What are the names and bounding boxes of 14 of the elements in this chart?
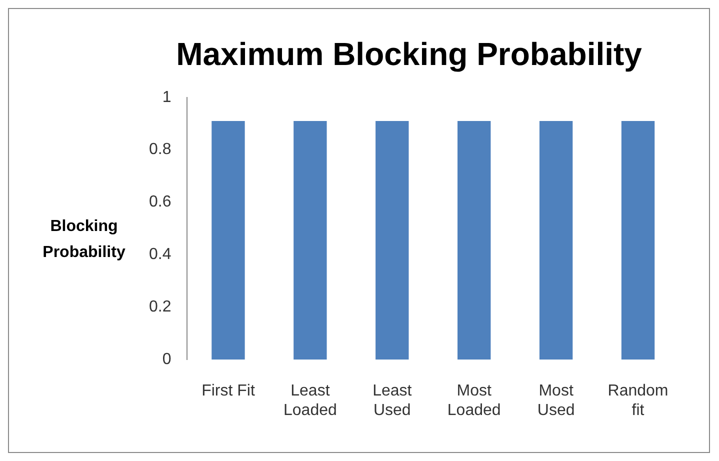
x-tick-label: Random fit bbox=[608, 382, 668, 419]
y-tick-label: 0 bbox=[162, 351, 172, 368]
x-tick-label: Least Used bbox=[372, 382, 412, 419]
x-tick-label: First Fit bbox=[202, 382, 256, 400]
y-axis-title: Blocking Probability bbox=[42, 217, 126, 263]
x-tick-label: Least Loaded bbox=[283, 382, 337, 419]
y-tick-label: 0.4 bbox=[148, 246, 172, 264]
x-tick-label: Most Loaded bbox=[447, 382, 501, 419]
chart-title: Maximum Blocking Probability bbox=[176, 36, 642, 72]
y-tick-label: 1 bbox=[162, 88, 172, 106]
y-tick-label: 0.8 bbox=[148, 141, 172, 158]
y-tick-label: 0.6 bbox=[148, 194, 172, 211]
x-tick-label: Most Used bbox=[537, 382, 575, 419]
y-tick-label: 0.2 bbox=[148, 298, 172, 316]
